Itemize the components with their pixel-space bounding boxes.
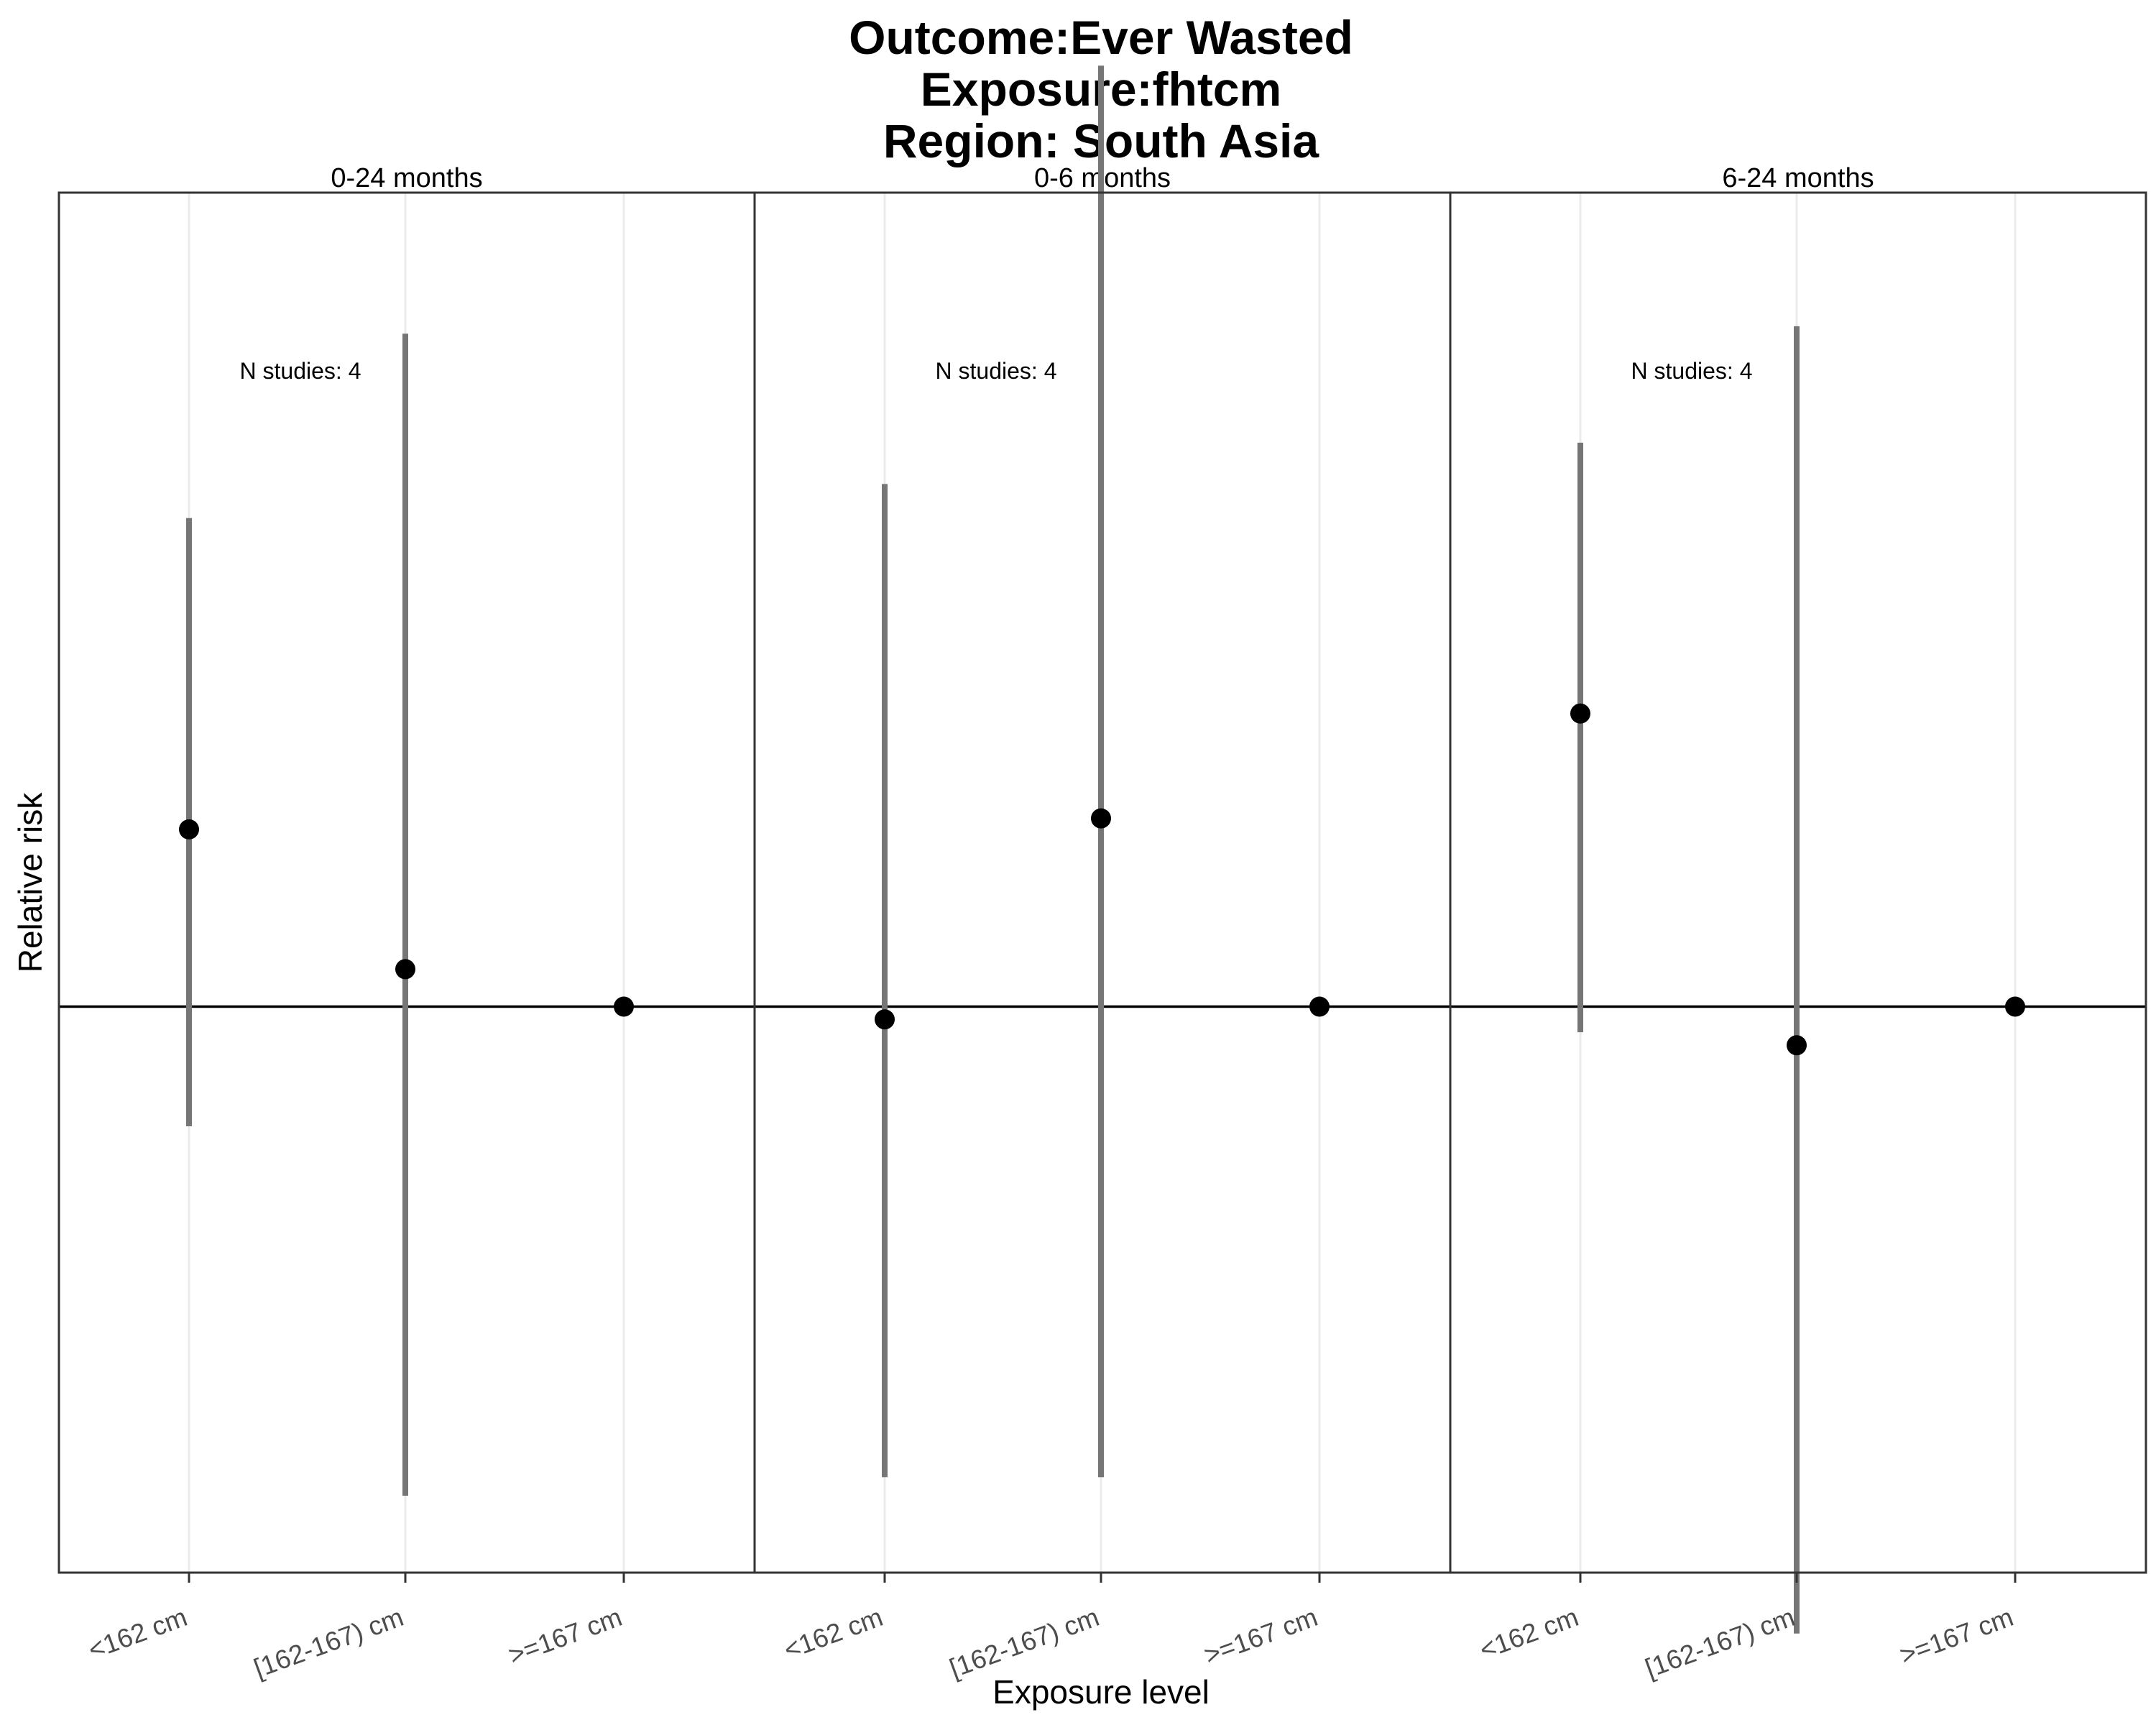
point-estimate: [179, 819, 199, 840]
point-estimate: [395, 959, 415, 980]
n-studies-annotation: N studies: 4: [1631, 358, 1753, 384]
chart-title-line: Outcome:Ever Wasted: [849, 11, 1353, 64]
point-estimate: [2005, 996, 2025, 1017]
point-estimate: [1091, 808, 1111, 829]
point-estimate: [1787, 1035, 1807, 1056]
point-estimate: [1309, 996, 1330, 1017]
point-estimate: [614, 996, 634, 1017]
panel-strip-label: 0-24 months: [331, 163, 482, 193]
y-axis-label: Relative risk: [11, 792, 49, 973]
n-studies-annotation: N studies: 4: [240, 358, 361, 384]
panel-strip-label: 6-24 months: [1722, 163, 1874, 193]
point-estimate: [1570, 703, 1590, 724]
point-estimate: [875, 1009, 895, 1030]
n-studies-annotation: N studies: 4: [936, 358, 1057, 384]
panel-border: [1449, 191, 2147, 1574]
x-axis-label: Exposure level: [992, 1673, 1210, 1711]
